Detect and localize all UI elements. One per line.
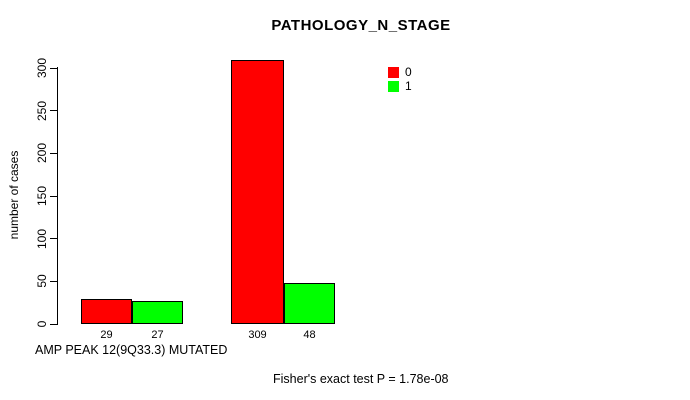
y-tick-label: 50 — [35, 274, 49, 289]
bar-value-label: 309 — [248, 329, 267, 341]
fisher-test-annotation: Fisher's exact test P = 1.78e-08 — [273, 372, 449, 386]
bar-series-0-group-1 — [81, 299, 132, 324]
y-tick-mark — [50, 195, 57, 197]
legend-swatch-icon — [388, 81, 399, 92]
y-tick-label: 150 — [35, 185, 49, 207]
legend-label: 1 — [405, 79, 412, 93]
y-tick-label: 200 — [35, 143, 49, 164]
y-tick-mark — [50, 238, 57, 240]
bar-value-label: 48 — [303, 329, 316, 341]
bar-value-label: 27 — [151, 329, 164, 341]
y-tick-mark — [50, 110, 57, 112]
x-axis-title: AMP PEAK 12(9Q33.3) MUTATED — [35, 343, 228, 357]
y-tick-mark — [50, 152, 57, 154]
legend-entry-1: 1 — [388, 80, 412, 93]
y-axis-title: number of cases — [7, 150, 21, 240]
bar-value-label: 29 — [100, 329, 113, 341]
bar-series-1-group-1 — [132, 301, 183, 324]
bar-series-0-group-2 — [231, 60, 284, 324]
y-axis-line — [57, 67, 58, 325]
y-tick-label: 250 — [35, 100, 49, 121]
chart-title: PATHOLOGY_N_STAGE — [271, 17, 451, 34]
y-tick-mark — [50, 323, 57, 325]
bar-series-1-group-2 — [284, 283, 335, 324]
legend-label: 0 — [405, 65, 412, 79]
y-tick-label: 0 — [35, 320, 49, 328]
y-tick-label: 100 — [35, 228, 49, 249]
legend-entry-0: 0 — [388, 66, 412, 79]
y-tick-mark — [50, 280, 57, 282]
y-tick-mark — [50, 67, 57, 69]
legend-swatch-icon — [388, 67, 399, 78]
y-tick-label: 300 — [35, 57, 49, 79]
